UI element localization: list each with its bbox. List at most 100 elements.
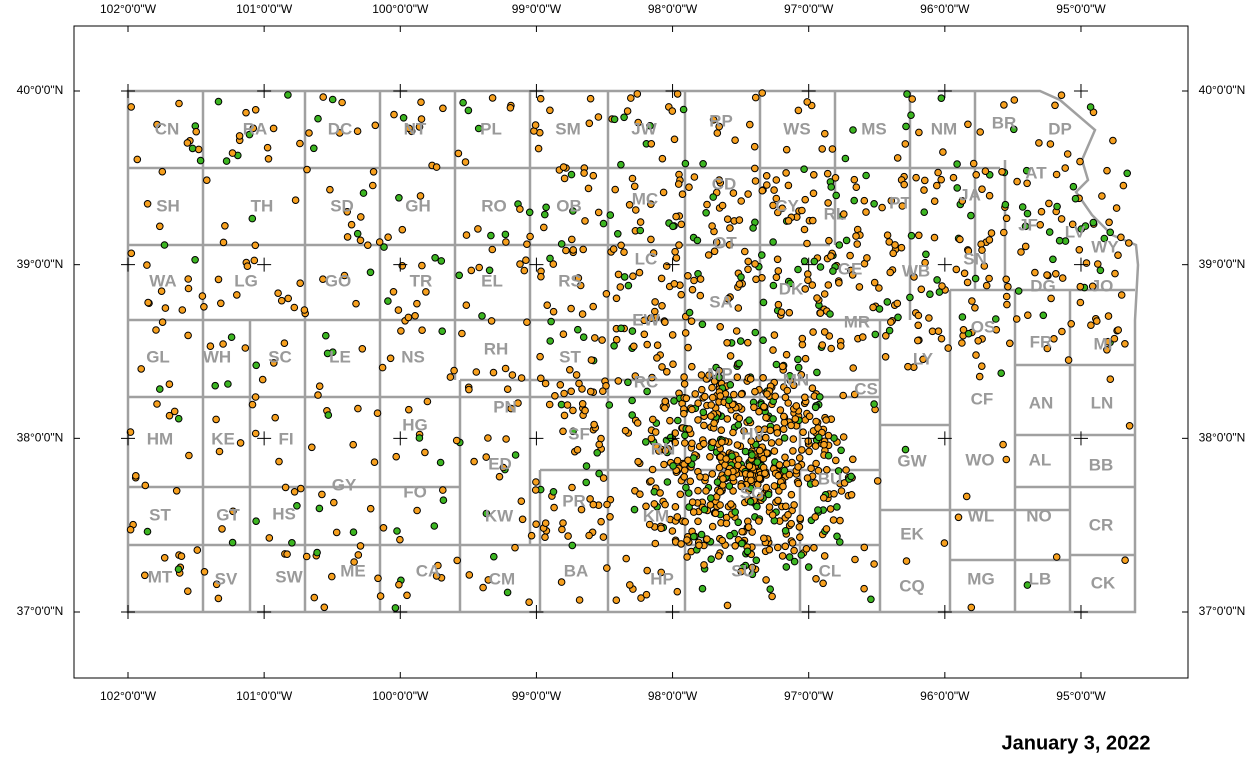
well-point [826, 310, 834, 318]
well-point [1006, 339, 1014, 348]
county-label: GT [216, 505, 240, 524]
well-point [677, 290, 686, 299]
well-point [228, 538, 237, 547]
well-point [784, 181, 793, 190]
well-point [518, 515, 527, 524]
well-point [816, 309, 825, 317]
well-point [702, 487, 710, 495]
well-point [703, 535, 711, 543]
well-point [763, 390, 771, 398]
well-point [1023, 581, 1032, 589]
well-point [574, 274, 583, 282]
well-point [647, 235, 655, 244]
well-point [516, 205, 524, 213]
well-point [725, 482, 734, 490]
well-point [569, 207, 577, 215]
well-point [769, 201, 777, 210]
well-point [1104, 337, 1112, 346]
well-point [318, 490, 326, 499]
county-label: SC [268, 347, 292, 366]
well-point [992, 326, 1001, 334]
well-point [421, 448, 429, 457]
well-point [550, 503, 558, 512]
well-point [688, 405, 696, 414]
county-label: RC [634, 372, 659, 391]
well-point [582, 478, 591, 487]
well-point [228, 149, 237, 157]
well-point [634, 118, 643, 127]
well-point [766, 585, 775, 594]
well-point [1119, 181, 1128, 190]
well-point [709, 116, 718, 124]
well-point [338, 98, 346, 107]
well-point [894, 313, 902, 322]
well-point [904, 362, 912, 371]
well-point [871, 330, 880, 339]
county-label: DG [1030, 276, 1056, 295]
well-point [657, 568, 666, 577]
well-point [274, 289, 282, 298]
well-point [680, 473, 689, 481]
well-point [575, 379, 583, 388]
well-point [617, 241, 625, 250]
well-point [706, 501, 715, 509]
well-point [751, 387, 759, 396]
well-point [324, 411, 333, 419]
county-label: LC [635, 249, 658, 268]
well-point [803, 239, 811, 248]
county-label: KM [643, 506, 669, 525]
graticule-cross [665, 605, 680, 620]
well-point [937, 175, 946, 184]
well-point [882, 332, 890, 340]
well-point [964, 120, 972, 129]
well-point [453, 556, 462, 565]
well-point [821, 129, 829, 138]
lat-label-right: 37°0'0"N [1199, 604, 1246, 618]
well-point [395, 580, 403, 589]
county-label: MS [861, 119, 887, 138]
county-label: PT [889, 193, 911, 212]
well-point [358, 345, 367, 353]
well-point [1103, 166, 1111, 175]
well-point [731, 542, 740, 550]
well-point [822, 525, 831, 533]
well-point [759, 374, 767, 382]
well-point [1117, 233, 1125, 242]
well-point [541, 533, 549, 542]
well-point [676, 490, 685, 499]
well-point [849, 364, 858, 372]
well-point [737, 482, 746, 491]
well-point [375, 238, 384, 246]
well-point [562, 246, 570, 255]
well-point [694, 416, 702, 424]
well-point [437, 257, 446, 265]
well-point [808, 384, 817, 393]
well-point [813, 294, 821, 302]
well-point [935, 288, 944, 296]
well-point [840, 210, 848, 218]
well-point [949, 173, 958, 182]
county-label: LV [1065, 222, 1086, 241]
well-point [465, 571, 474, 579]
well-point [507, 404, 515, 413]
well-point [764, 490, 773, 499]
well-point [796, 514, 805, 523]
well-point [580, 169, 588, 177]
well-point [723, 415, 732, 423]
well-point [743, 547, 752, 556]
well-point [696, 291, 705, 300]
well-point [794, 463, 802, 471]
graticule-cross [665, 257, 680, 272]
well-point [794, 479, 803, 488]
well-point [647, 140, 656, 148]
county-label: FI [278, 429, 293, 448]
well-point [716, 323, 725, 331]
well-point [577, 505, 586, 514]
well-point [614, 230, 622, 238]
graticule-cross [1073, 431, 1088, 446]
county-label: NO [1026, 506, 1052, 525]
well-point [738, 539, 746, 548]
well-point [834, 467, 843, 475]
well-point [175, 99, 183, 108]
well-point [623, 107, 632, 115]
